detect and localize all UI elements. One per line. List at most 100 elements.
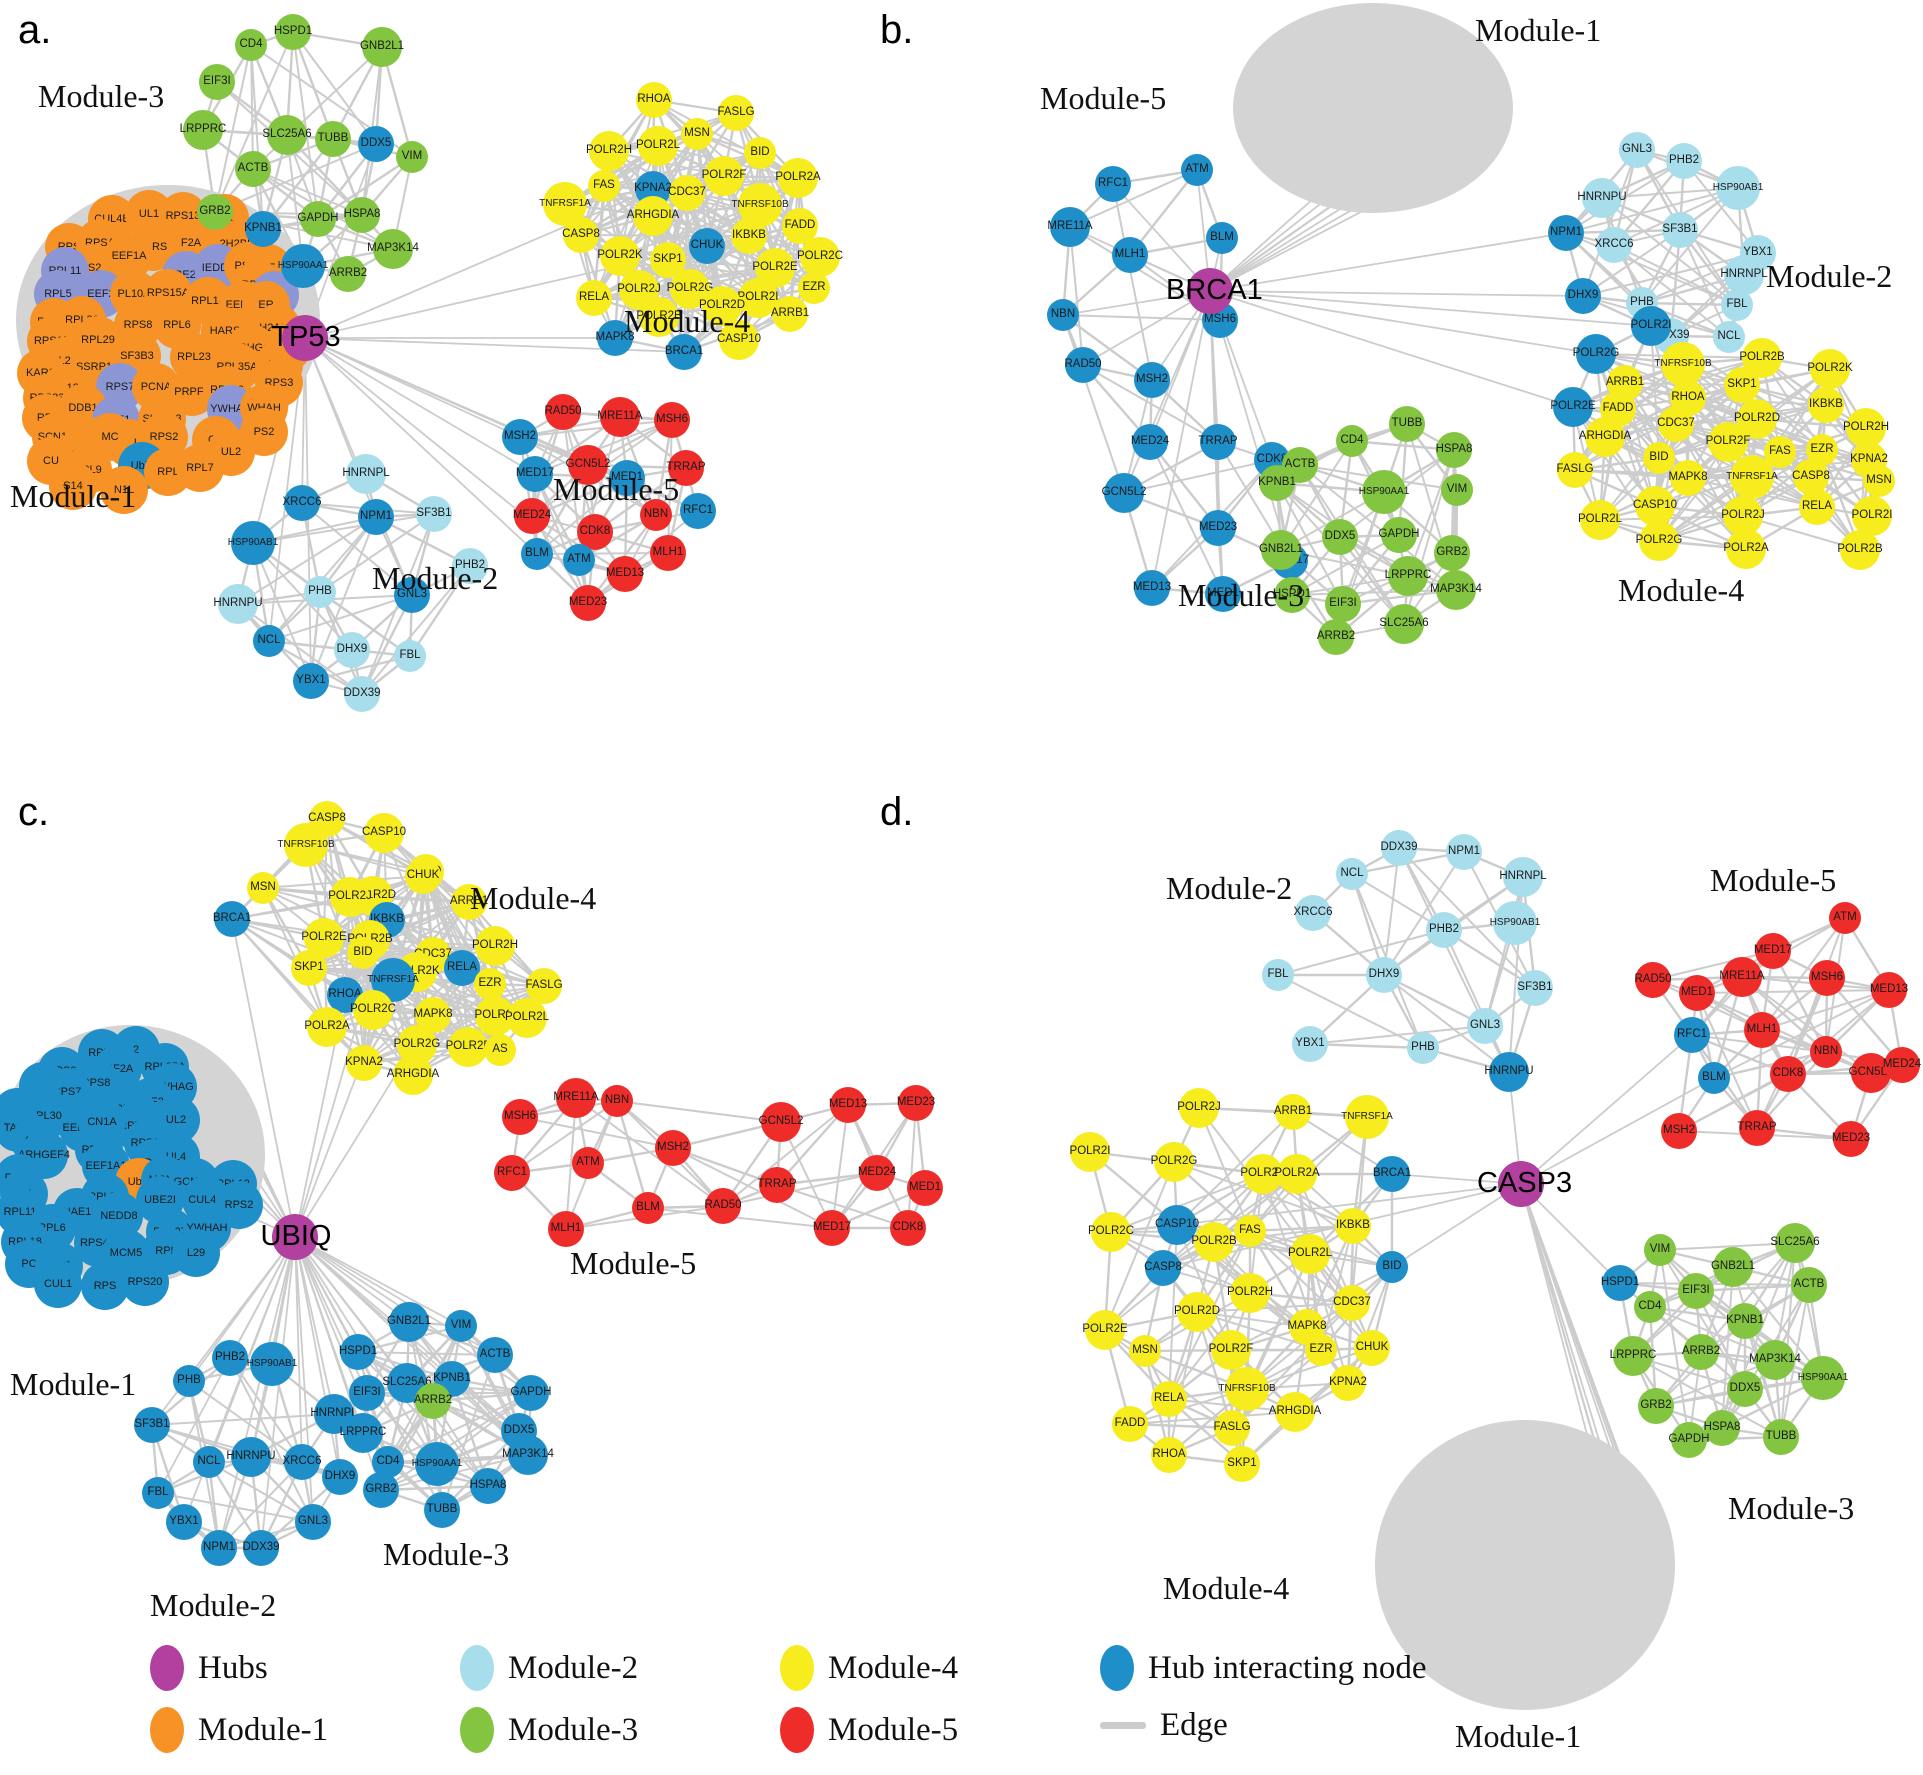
network-node[interactable]: MRE11A [1719, 957, 1765, 997]
network-node[interactable]: ARHGDIA [1269, 1392, 1321, 1432]
network-node[interactable]: CASP8 [1144, 1250, 1182, 1286]
network-node[interactable]: FASLG [1213, 1410, 1251, 1446]
network-node[interactable]: GAPDH [1669, 1422, 1709, 1458]
network-node[interactable]: FADD [1112, 1406, 1148, 1442]
network-node[interactable]: POLR2A [1274, 1154, 1320, 1194]
network-node[interactable]: DDX5 [1727, 1371, 1763, 1407]
network-node[interactable]: HNRNPL [1499, 857, 1547, 897]
network-node[interactable]: CD4 [1634, 1291, 1666, 1323]
network-node[interactable]: POLR2B [1191, 1222, 1237, 1262]
network-node[interactable]: KPNB1 [1726, 1303, 1764, 1339]
network-node[interactable]: VIM [1644, 1234, 1676, 1266]
hub-node[interactable] [282, 315, 328, 361]
network-node[interactable]: MED17 [1754, 933, 1792, 969]
network-node[interactable]: FASLG [717, 95, 755, 131]
module-label: Module-3 [1728, 1490, 1855, 1526]
network-node[interactable]: KPNA2 [1329, 1365, 1367, 1401]
network-node[interactable]: PHB2 [1426, 912, 1462, 948]
network-node[interactable]: CASP10 [1155, 1205, 1199, 1245]
network-node[interactable]: SKP1 [1224, 1446, 1260, 1482]
network-node[interactable]: CHUK [1354, 1330, 1390, 1366]
network-node[interactable]: BRCA1 [1373, 1156, 1411, 1192]
network-node[interactable]: NCL [1336, 858, 1368, 890]
network-node[interactable]: RFC1 [1674, 1017, 1710, 1053]
network-node[interactable]: TNFRSF10B [1218, 1367, 1276, 1411]
network-node[interactable]: GNL3 [295, 1504, 331, 1540]
network-node[interactable]: ACTB [1791, 1267, 1827, 1303]
network-node[interactable]: MSH2 [655, 1130, 691, 1166]
network-node[interactable]: XRCC6 [1294, 895, 1333, 931]
network-node[interactable]: RHOA [1151, 1437, 1187, 1473]
network-node[interactable]: MED13 [1869, 972, 1909, 1008]
network-node[interactable]: POLR2L [1288, 1234, 1332, 1274]
network-node[interactable]: MED23 [1832, 1121, 1870, 1157]
network-node[interactable]: MLH1 [1744, 1012, 1780, 1048]
network-node[interactable]: EZR [1305, 1334, 1337, 1366]
network-node[interactable]: ARRB2 [1682, 1334, 1720, 1370]
node-label: POLR2B [1191, 1235, 1237, 1248]
network-node[interactable]: POLR2J [1177, 1088, 1221, 1128]
module-label: Module-4 [1163, 1570, 1290, 1606]
network-node[interactable]: MSH6 [1809, 960, 1845, 996]
network-node[interactable]: MAP3K14 [1749, 1340, 1801, 1380]
hub-node[interactable] [1498, 1161, 1544, 1207]
legend-color-swatch [1100, 1645, 1134, 1691]
network-node[interactable]: YBX1 [1292, 1026, 1328, 1062]
node-label: HNRNPU [1484, 1065, 1534, 1078]
hub-node[interactable] [272, 1214, 318, 1260]
network-node[interactable]: FBL [1262, 959, 1294, 991]
network-node[interactable]: FAS [1234, 1215, 1266, 1247]
network-node[interactable]: BID [1376, 1251, 1408, 1283]
network-node[interactable]: LRPPRC [1610, 1336, 1656, 1376]
network-node[interactable]: CDC37 [1333, 1285, 1371, 1321]
network-node[interactable]: GNL3 [1467, 1008, 1503, 1044]
network-node[interactable]: POLR2D [1174, 1292, 1220, 1332]
legend-label: Module-2 [508, 1649, 639, 1686]
node-label: SLC25A6 [1770, 1236, 1820, 1249]
network-node[interactable]: MSH2 [1661, 1113, 1697, 1149]
network-node[interactable]: EIF3I [1678, 1273, 1714, 1309]
network-node[interactable]: HSP90AB1 [1490, 901, 1540, 945]
network-node[interactable]: HSP90AA1 [1798, 1356, 1848, 1400]
network-node[interactable]: SLC25A6 [1770, 1223, 1820, 1263]
network-node[interactable]: RELA [1151, 1381, 1187, 1417]
network-node[interactable]: BLM [1698, 1062, 1730, 1094]
network-node[interactable]: POLR2E [1082, 1310, 1128, 1350]
network-node[interactable]: POLR2C [1088, 1212, 1134, 1252]
network-node[interactable]: DDX39 [1380, 830, 1418, 866]
node-label: PHB [1411, 1041, 1435, 1054]
network-node[interactable]: GRB2 [1638, 1388, 1674, 1424]
network-node[interactable]: POLR2H [1843, 408, 1889, 448]
network-node[interactable]: POLR2I [1070, 1132, 1110, 1172]
network-node[interactable]: SF3B1 [1517, 970, 1553, 1006]
node-label: MED13 [1869, 983, 1909, 996]
network-node[interactable]: ARRB1 [1274, 1094, 1312, 1130]
node-label: HNRNPL [1499, 870, 1547, 883]
network-node[interactable]: HSPD1 [1601, 1265, 1639, 1301]
network-node[interactable]: DHX9 [1366, 957, 1402, 993]
network-node[interactable]: HNRNPU [1484, 1052, 1534, 1092]
network-node[interactable]: PHB [1407, 1032, 1439, 1064]
network-node[interactable]: IKBKB [1335, 1208, 1371, 1244]
network-node[interactable]: HSPA8 [1704, 1410, 1740, 1446]
network-node[interactable]: ATM [1829, 902, 1861, 934]
network-node[interactable]: MED1 [1679, 975, 1715, 1011]
network-node[interactable]: RAD50 [1634, 962, 1672, 998]
network-node[interactable]: POLR2F [1209, 1330, 1253, 1370]
hub-node[interactable] [1187, 268, 1233, 314]
network-node[interactable]: GNB2L1 [1711, 1247, 1755, 1287]
node-label: POLR2H [1226, 1286, 1274, 1299]
network-node[interactable]: MED24 [1883, 1047, 1921, 1083]
network-node[interactable]: TUBB [1763, 1419, 1799, 1455]
network-node[interactable]: TNFRSF1A [1341, 1095, 1393, 1139]
network-node[interactable]: CDK8 [1770, 1056, 1806, 1092]
network-node[interactable]: NPM1 [1446, 834, 1482, 870]
network-node[interactable]: TRRAP [1738, 1110, 1777, 1146]
module-label: Module-2 [150, 1587, 277, 1623]
network-node[interactable]: POLR2H [1226, 1273, 1274, 1313]
network-node[interactable]: POLR2G [1151, 1142, 1197, 1182]
network-node[interactable]: NBN [1810, 1036, 1842, 1068]
module-label: Module-4 [470, 880, 597, 916]
network-node[interactable]: MSN [1129, 1335, 1161, 1367]
